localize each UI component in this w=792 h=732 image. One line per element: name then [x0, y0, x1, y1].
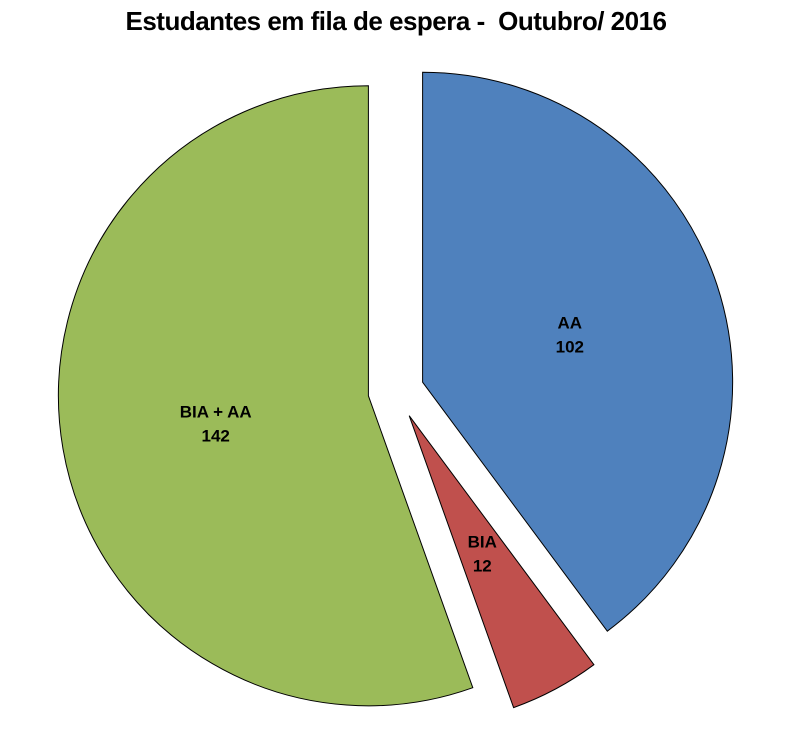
slice-label-aa: AA: [558, 314, 583, 333]
slice-value-bia: 12: [473, 556, 492, 575]
pie-slice-bia-aa[interactable]: [57, 85, 474, 707]
pie-slice-aa[interactable]: [422, 71, 734, 632]
chart-title: Estudantes em fila de espera - Outubro/ …: [125, 6, 667, 36]
slice-value-bia-aa: 142: [202, 426, 230, 445]
slice-label-bia: BIA: [468, 532, 497, 551]
slice-label-bia-aa: BIA + AA: [180, 402, 252, 421]
slice-value-aa: 102: [556, 338, 584, 357]
pie-slice-bia[interactable]: [408, 415, 595, 709]
